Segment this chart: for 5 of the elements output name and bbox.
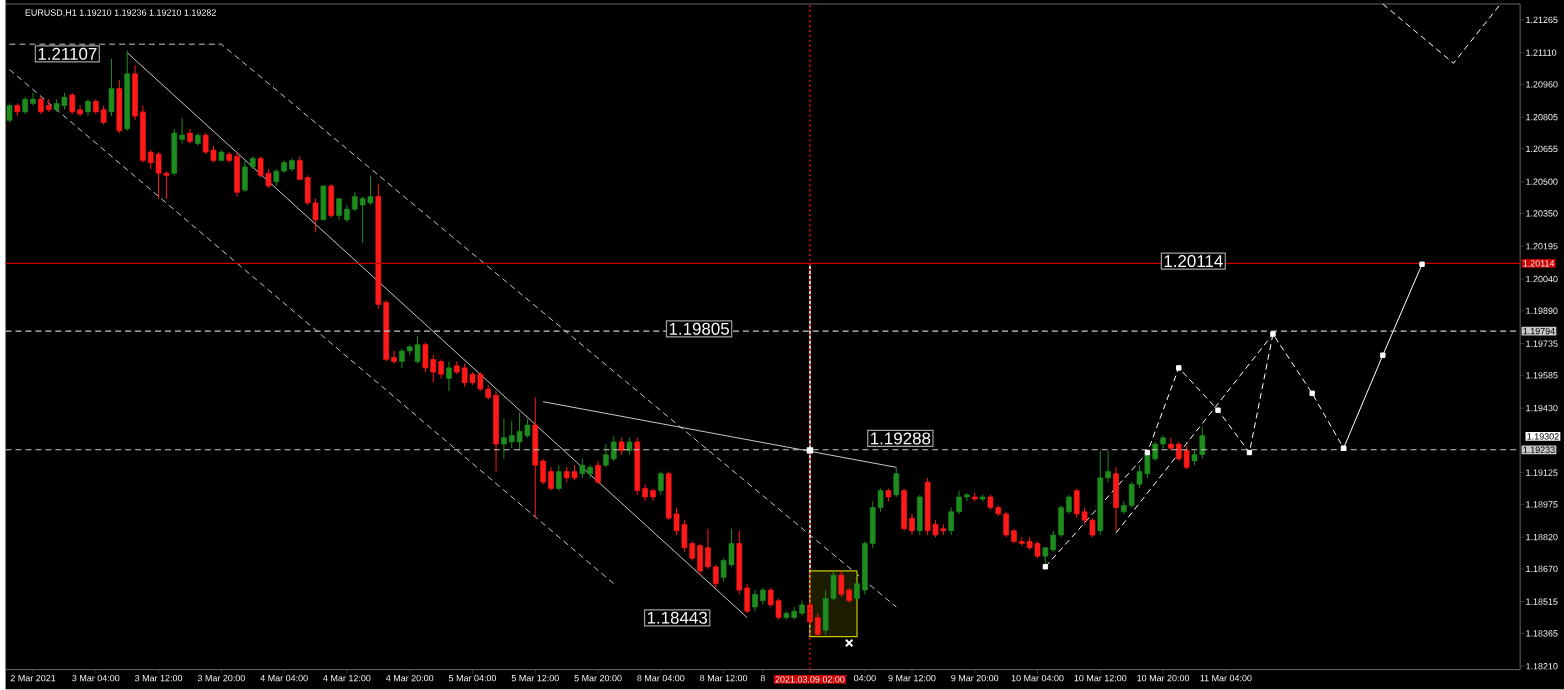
annotation: 1.18443 (647, 612, 708, 624)
annotation: 1.20114 (1164, 255, 1223, 268)
annotation: 1.21107 (38, 48, 97, 61)
annotation: 1.19288 (871, 432, 931, 445)
annotation: 1.19805 (669, 323, 729, 336)
